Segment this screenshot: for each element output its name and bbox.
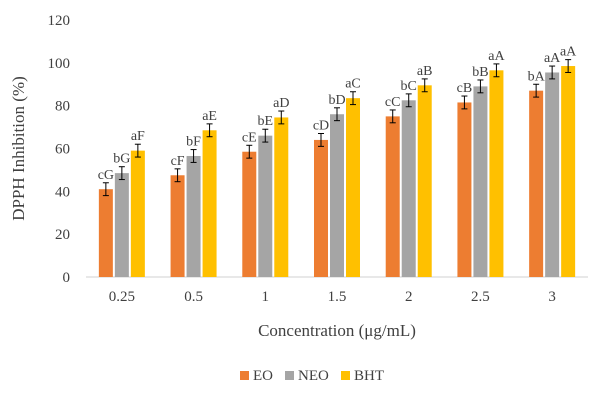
legend-swatch-bht: [341, 371, 350, 380]
significance-label: bG: [113, 152, 130, 167]
y-tick-label: 0: [63, 270, 71, 286]
legend-label-bht: BHT: [354, 368, 384, 384]
significance-label: cG: [98, 168, 114, 183]
legend-label-eo: EO: [253, 368, 273, 384]
x-tick-label: 0.25: [109, 289, 135, 305]
bar-neo: [401, 100, 416, 277]
significance-label: aB: [417, 64, 433, 79]
bar-eo: [457, 102, 472, 278]
x-tick-label: 2: [405, 289, 413, 305]
bar-bht: [202, 130, 217, 277]
significance-label: aA: [488, 49, 505, 64]
legend-swatch-eo: [240, 371, 249, 380]
x-axis-title: Concentration (μg/mL): [258, 321, 416, 340]
bar-neo: [473, 86, 488, 278]
significance-label: bC: [401, 79, 417, 94]
significance-label: bE: [258, 114, 274, 129]
significance-label: aF: [131, 129, 145, 144]
significance-label: cB: [457, 81, 473, 96]
bar-eo: [529, 90, 544, 277]
bar-neo: [114, 173, 129, 277]
y-tick-label: 40: [55, 184, 70, 200]
bar-neo: [330, 114, 344, 277]
significance-label: bF: [186, 135, 201, 150]
y-tick-label: 80: [55, 99, 70, 115]
y-tick-label: 120: [48, 13, 71, 29]
significance-label: bA: [528, 69, 546, 84]
significance-label: aA: [560, 45, 577, 60]
significance-label: cF: [171, 154, 185, 169]
bar-bht: [417, 85, 432, 277]
bar-neo: [545, 72, 560, 278]
bar-eo: [242, 151, 257, 277]
bar-eo: [314, 139, 328, 277]
x-tick-label: 0.5: [184, 289, 203, 305]
legend-swatch-neo: [285, 371, 294, 380]
significance-label: bB: [472, 65, 488, 80]
significance-label: cE: [242, 130, 257, 145]
x-tick-label: 1.5: [328, 289, 347, 305]
significance-label: cD: [313, 119, 329, 134]
y-tick-label: 100: [48, 56, 71, 72]
significance-label: bD: [328, 93, 345, 108]
significance-label: aC: [345, 77, 361, 92]
bar-eo: [385, 116, 400, 277]
legend: EO NEO BHT: [240, 368, 384, 384]
significance-label: cC: [385, 95, 401, 110]
bar-neo: [186, 155, 201, 277]
y-tick-label: 60: [55, 142, 70, 158]
x-tick-label: 1: [262, 289, 270, 305]
legend-label-neo: NEO: [298, 368, 329, 384]
y-axis-ticks: 0 20 40 60 80 100 120: [48, 13, 71, 286]
significance-label: aA: [544, 51, 561, 66]
bar-bht: [561, 66, 576, 277]
bar-eo: [98, 189, 113, 277]
bar-eo: [170, 175, 185, 277]
significance-label: aD: [273, 96, 289, 111]
significance-label: aE: [202, 109, 217, 124]
x-tick-label: 2.5: [471, 289, 490, 305]
bars-layer: cGbGaFcFbFaEcEbEaDcDbDaCcCbCaBcBbBaAbAaA…: [98, 45, 577, 278]
x-axis-ticks: 0.25 0.5 1 1.5 2 2.5 3: [109, 289, 556, 305]
bar-bht: [274, 117, 289, 277]
bar-bht: [346, 98, 360, 277]
y-axis-title: DPPH Inhibition (%): [9, 76, 28, 221]
x-tick-label: 3: [548, 289, 556, 305]
y-tick-label: 20: [55, 227, 70, 243]
bar-bht: [130, 150, 145, 277]
bar-bht: [489, 70, 504, 278]
bar-neo: [258, 135, 273, 277]
